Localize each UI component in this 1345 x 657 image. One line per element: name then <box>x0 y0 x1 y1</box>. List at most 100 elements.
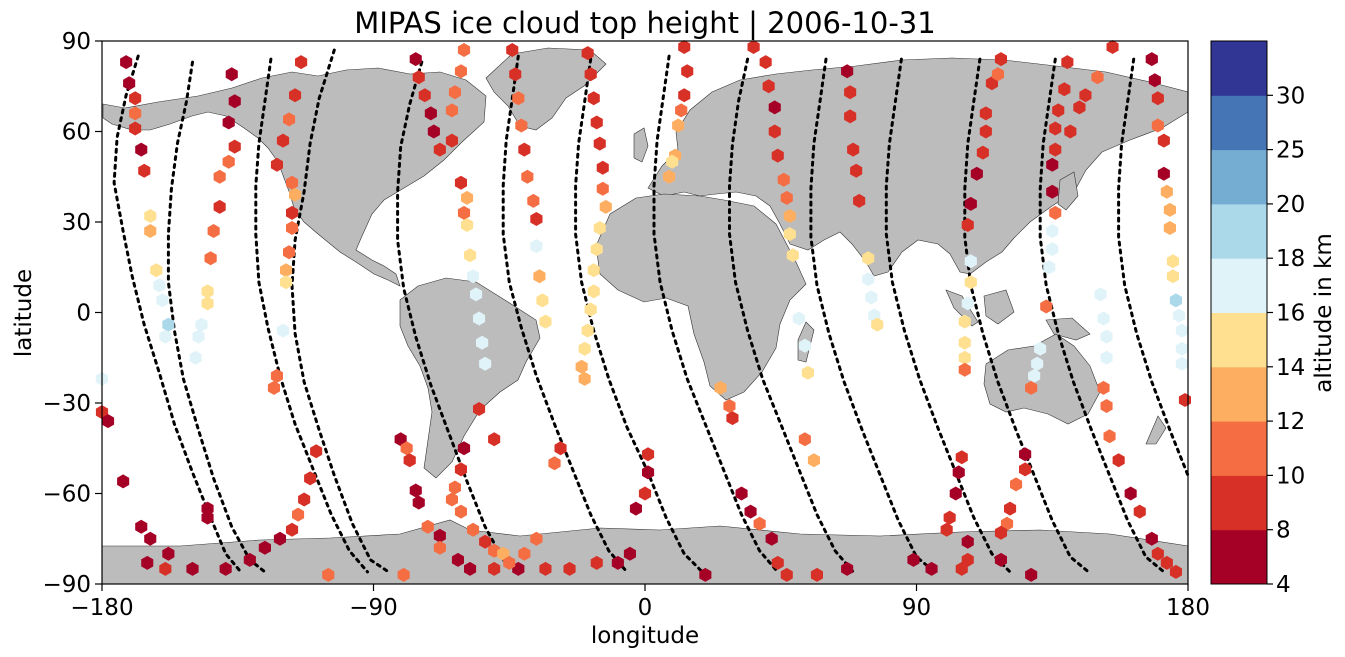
cloud-top-marker <box>530 239 543 254</box>
cloud-top-marker <box>783 209 796 223</box>
cloud-top-marker <box>949 486 962 501</box>
cloud-top-marker <box>1049 142 1062 157</box>
cloud-top-marker <box>129 121 142 136</box>
colorbar-tick-label: 8 <box>1276 518 1291 544</box>
cloud-top-marker <box>961 552 974 567</box>
cloud-top-marker <box>681 64 694 79</box>
cloud-top-marker <box>153 278 166 293</box>
cloud-top-marker <box>753 516 766 531</box>
cloud-top-marker <box>862 272 875 287</box>
colorbar-tick-label: 14 <box>1276 355 1305 381</box>
cloud-top-marker <box>952 465 965 480</box>
cloud-top-marker <box>1049 121 1062 136</box>
cloud-top-marker <box>258 540 271 555</box>
sumatra-landmass <box>945 289 979 327</box>
cloud-top-marker <box>979 106 992 121</box>
cloud-top-marker <box>590 555 603 570</box>
orbit-track <box>501 54 629 574</box>
cloud-top-marker <box>578 341 591 356</box>
colorbar-segments <box>1211 41 1267 585</box>
cloud-top-marker <box>1058 82 1071 97</box>
colorbar-tick-label: 10 <box>1276 463 1305 489</box>
cloud-top-marker <box>445 103 458 118</box>
cloud-top-marker <box>445 492 458 507</box>
cloud-top-marker <box>129 91 142 106</box>
cloud-top-marker <box>454 64 467 79</box>
cloud-top-marker <box>201 501 214 516</box>
cloud-top-marker <box>454 462 467 477</box>
cloud-top-marker <box>322 567 335 582</box>
cloud-top-marker <box>584 302 597 317</box>
cloud-top-marker <box>593 136 606 151</box>
cloud-top-marker <box>201 510 214 525</box>
cloud-top-marker <box>578 371 591 386</box>
cloud-top-marker <box>768 100 781 115</box>
orbit-track <box>290 48 391 574</box>
cloud-top-marker <box>955 450 968 465</box>
cloud-top-marker <box>457 205 471 220</box>
cloud-top-marker <box>144 209 157 223</box>
cloud-top-marker <box>1100 399 1113 413</box>
cloud-top-marker <box>162 317 175 332</box>
cloud-top-marker <box>479 356 492 371</box>
cloud-top-marker <box>1061 55 1074 70</box>
cloud-top-marker <box>1145 52 1158 67</box>
cloud-top-marker <box>1073 100 1086 115</box>
cloud-top-marker <box>162 546 175 561</box>
cloud-top-marker <box>144 531 157 546</box>
cloud-top-marker <box>871 317 884 332</box>
cloud-top-marker <box>201 296 214 311</box>
cloud-top-marker <box>735 486 748 501</box>
orbit-track <box>396 60 523 574</box>
colorbar-tick-label: 18 <box>1276 246 1305 272</box>
cloud-top-marker <box>267 380 280 395</box>
cloud-top-marker <box>1175 323 1188 338</box>
orbit-track <box>1117 57 1190 477</box>
borneo-landmass <box>983 289 1015 325</box>
cloud-top-marker <box>527 193 540 208</box>
cloud-top-marker <box>473 402 486 416</box>
colorbar-segment <box>1211 529 1267 585</box>
cloud-top-marker <box>201 284 214 299</box>
cloud-top-marker <box>1112 453 1125 468</box>
cloud-top-marker <box>723 399 736 413</box>
cloud-top-marker <box>979 124 992 139</box>
cloud-top-marker <box>530 531 543 546</box>
australia-landmass <box>983 333 1101 425</box>
cloud-top-marker <box>506 43 519 57</box>
japan-landmass <box>1057 171 1079 211</box>
cloud-top-marker <box>530 212 543 226</box>
cloud-top-marker <box>581 46 594 61</box>
colorbar-tick-label: 12 <box>1276 409 1305 435</box>
cloud-top-marker <box>503 555 516 570</box>
cloud-top-marker <box>1010 477 1023 492</box>
cloud-top-marker <box>958 362 971 377</box>
cloud-top-marker <box>403 453 416 468</box>
cloud-top-marker <box>394 432 407 447</box>
cloud-top-marker <box>1169 293 1182 308</box>
cloud-top-marker <box>1046 157 1059 172</box>
cloud-top-marker <box>1148 73 1161 88</box>
cloud-top-marker <box>994 52 1007 67</box>
cloud-top-marker <box>289 187 302 202</box>
cloud-top-marker <box>509 67 522 82</box>
cloud-top-marker <box>678 88 691 103</box>
cloud-top-marker <box>961 534 974 549</box>
cloud-top-marker <box>189 350 202 365</box>
cloud-top-marker <box>590 242 603 257</box>
cloud-top-marker <box>810 567 823 582</box>
cloud-top-marker <box>222 154 235 169</box>
cloud-top-marker <box>844 85 857 100</box>
cloud-top-marker <box>276 323 290 338</box>
cloud-top-marker <box>512 91 525 106</box>
cloud-top-marker <box>102 414 115 429</box>
cloud-top-marker <box>461 218 474 232</box>
cloud-top-marker <box>1004 501 1017 516</box>
new-zealand-landmass <box>1145 415 1167 445</box>
cloud-top-marker <box>596 181 609 196</box>
x-axis-label: longitude <box>591 623 699 649</box>
y-tick-label: −90 <box>42 572 91 598</box>
cloud-top-marker <box>159 329 172 344</box>
cloud-top-markers <box>95 40 1191 582</box>
cloud-top-marker <box>853 193 866 208</box>
